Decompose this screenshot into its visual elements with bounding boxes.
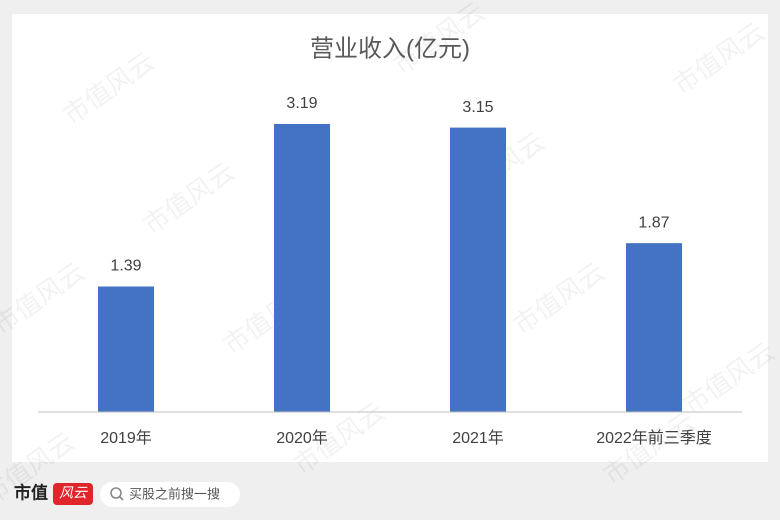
x-tick-label: 2021年 [452, 429, 504, 447]
data-label: 3.15 [462, 99, 493, 116]
bar [626, 243, 682, 412]
x-tick-label: 2020年 [276, 429, 328, 447]
search-box[interactable] [100, 482, 240, 507]
x-tick-label: 2022年前三季度 [596, 429, 712, 447]
bar [450, 127, 506, 412]
search-icon-handle [118, 495, 124, 501]
data-label: 3.19 [286, 95, 317, 112]
search-icon [110, 487, 122, 499]
chart-title: 营业收入(亿元) [310, 35, 470, 62]
plot: 1.39 2019年 3.19 2020年 3.15 2021年 1.87 2022年前三季度 [38, 95, 742, 447]
logo-badge: 风云 [59, 485, 88, 501]
logo-badge-bg [53, 483, 93, 505]
search-placeholder: 买股之前搜一搜 [129, 486, 220, 501]
bar [274, 123, 330, 412]
data-label: 1.87 [638, 214, 669, 231]
logo-text: 市值 [14, 482, 48, 502]
bar [98, 286, 154, 412]
x-tick-label: 2019年 [100, 429, 152, 447]
data-label: 1.39 [110, 258, 141, 275]
